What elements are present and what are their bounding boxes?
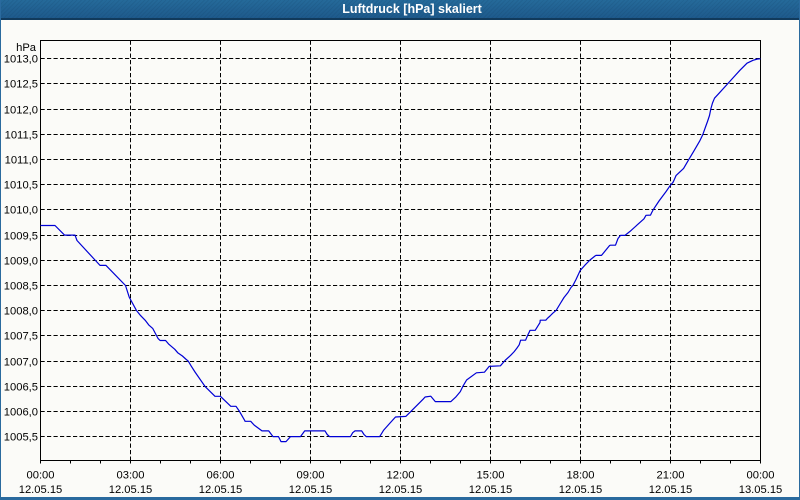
svg-text:12.05.15: 12.05.15 [109,484,153,496]
svg-text:1013,0: 1013,0 [4,54,38,66]
svg-text:12.05.15: 12.05.15 [199,484,243,496]
svg-text:12.05.15: 12.05.15 [379,484,423,496]
svg-text:06:00: 06:00 [207,470,235,482]
svg-text:1010,5: 1010,5 [4,180,38,192]
svg-text:1007,5: 1007,5 [4,331,38,343]
svg-text:09:00: 09:00 [297,470,325,482]
svg-text:1011,0: 1011,0 [5,155,38,167]
svg-text:12.05.15: 12.05.15 [559,484,603,496]
svg-text:12.05.15: 12.05.15 [469,484,513,496]
svg-text:12.05.15: 12.05.15 [19,484,63,496]
svg-text:1006,0: 1006,0 [4,407,38,419]
svg-text:18:00: 18:00 [567,470,595,482]
svg-text:1008,5: 1008,5 [4,281,38,293]
svg-text:1011,5: 1011,5 [5,130,38,142]
svg-text:15:00: 15:00 [477,470,505,482]
svg-text:1007,0: 1007,0 [4,357,38,369]
svg-text:1008,0: 1008,0 [4,306,38,318]
svg-text:13.05.15: 13.05.15 [739,484,783,496]
svg-text:1005,5: 1005,5 [4,432,38,444]
svg-text:1012,5: 1012,5 [4,79,38,91]
svg-text:1009,5: 1009,5 [4,231,38,243]
svg-text:21:00: 21:00 [657,470,685,482]
svg-text:00:00: 00:00 [747,470,775,482]
svg-text:1009,0: 1009,0 [4,256,38,268]
svg-text:12.05.15: 12.05.15 [289,484,333,496]
svg-text:1006,5: 1006,5 [4,382,38,394]
svg-text:12.05.15: 12.05.15 [649,484,693,496]
svg-text:1012,0: 1012,0 [4,105,38,117]
svg-text:03:00: 03:00 [117,470,145,482]
svg-text:00:00: 00:00 [27,470,55,482]
svg-text:12:00: 12:00 [387,470,415,482]
svg-text:1010,0: 1010,0 [4,205,38,217]
svg-text:hPa: hPa [16,42,37,54]
